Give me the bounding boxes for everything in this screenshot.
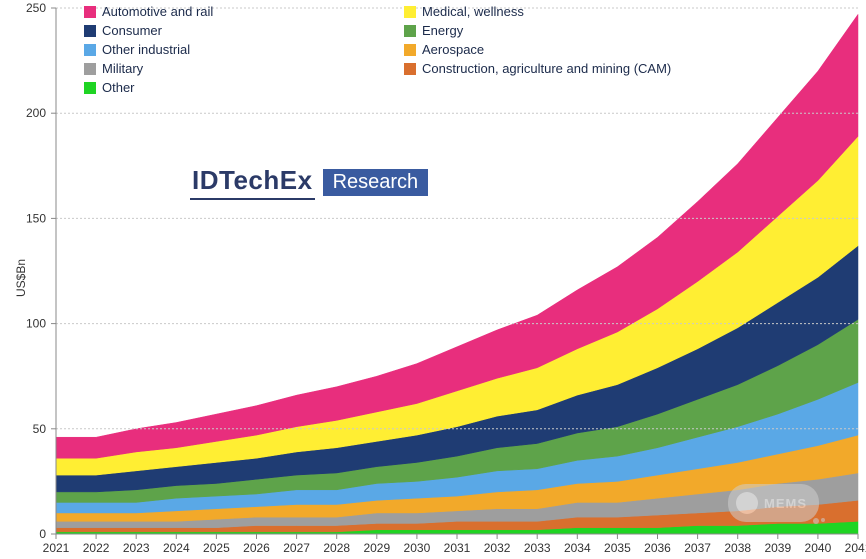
xtick-label: 2023: [123, 541, 150, 555]
legend-swatch: [404, 44, 416, 56]
legend-label: Medical, wellness: [422, 4, 524, 19]
xtick-label: 2022: [83, 541, 110, 555]
legend-item-consumer: Consumer: [84, 23, 384, 38]
chart-legend: Automotive and rail Medical, wellness Cons…: [84, 4, 724, 99]
xtick-label: 2035: [604, 541, 631, 555]
legend-swatch: [404, 63, 416, 75]
legend-swatch: [84, 44, 96, 56]
xtick-label: 2028: [323, 541, 350, 555]
xtick-label: 2031: [444, 541, 471, 555]
xtick-label: 2029: [363, 541, 390, 555]
ytick-label: 250: [26, 1, 46, 15]
legend-swatch: [84, 6, 96, 18]
legend-swatch: [84, 25, 96, 37]
xtick-label: 2026: [243, 541, 270, 555]
brand-research: Research: [323, 169, 429, 196]
legend-item-aerospace: Aerospace: [404, 42, 704, 57]
legend-label: Aerospace: [422, 42, 484, 57]
legend-label: Other: [102, 80, 135, 95]
xtick-label: 2024: [163, 541, 190, 555]
legend-item-other: Other: [84, 80, 384, 95]
xtick-label: 2041: [845, 541, 866, 555]
ytick-label: 0: [39, 527, 46, 541]
legend-swatch: [84, 63, 96, 75]
xtick-label: 2034: [564, 541, 591, 555]
xtick-label: 2038: [724, 541, 751, 555]
legend-label: Automotive and rail: [102, 4, 213, 19]
idtechex-brand: IDTechEx Research: [190, 165, 428, 200]
legend-label: Military: [102, 61, 143, 76]
xtick-label: 2032: [484, 541, 511, 555]
legend-label: Other industrial: [102, 42, 190, 57]
brand-idtechex: IDTechEx: [190, 165, 315, 200]
legend-item-medical: Medical, wellness: [404, 4, 704, 19]
legend-item-automotive: Automotive and rail: [84, 4, 384, 19]
y-axis-label: US$Bn: [14, 259, 28, 297]
xtick-label: 2036: [644, 541, 671, 555]
xtick-label: 2039: [764, 541, 791, 555]
xtick-label: 2030: [404, 541, 431, 555]
legend-swatch: [84, 82, 96, 94]
legend-item-cam: Construction, agriculture and mining (CA…: [404, 61, 704, 76]
xtick-label: 2040: [805, 541, 832, 555]
legend-label: Consumer: [102, 23, 162, 38]
ytick-label: 150: [26, 211, 46, 225]
ytick-label: 100: [26, 317, 46, 331]
legend-label: Construction, agriculture and mining (CA…: [422, 61, 671, 76]
ytick-label: 50: [33, 422, 47, 436]
watermark-avatar: [736, 492, 758, 514]
legend-swatch: [404, 6, 416, 18]
legend-label: Energy: [422, 23, 463, 38]
xtick-label: 2025: [203, 541, 230, 555]
legend-item-military: Military: [84, 61, 384, 76]
xtick-label: 2033: [524, 541, 551, 555]
wechat-watermark: MEMS: [728, 481, 838, 525]
legend-item-energy: Energy: [404, 23, 704, 38]
xtick-label: 2037: [684, 541, 711, 555]
legend-swatch: [404, 25, 416, 37]
ytick-label: 200: [26, 106, 46, 120]
watermark-text: MEMS: [764, 496, 807, 511]
xtick-label: 2021: [43, 541, 70, 555]
xtick-label: 2027: [283, 541, 310, 555]
legend-item-other_industrial: Other industrial: [84, 42, 384, 57]
